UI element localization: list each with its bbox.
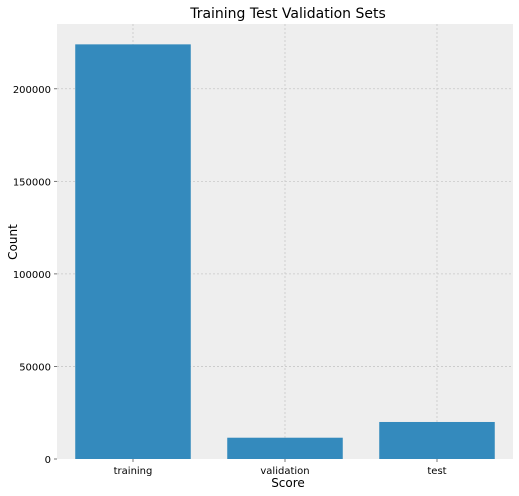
y-tick-label: 200000	[13, 85, 51, 96]
x-tick-label-test: test	[427, 466, 446, 477]
x-axis-label: Score	[271, 476, 305, 490]
x-axis-ticks: training validation test	[114, 459, 447, 477]
bar-training	[75, 44, 191, 460]
y-axis-ticks: 0 50000 100000 150000 200000	[13, 85, 57, 466]
y-tick-label: 0	[45, 455, 51, 466]
bar-validation	[227, 437, 343, 459]
y-tick-label: 50000	[19, 362, 51, 373]
x-tick-label-validation: validation	[260, 466, 309, 477]
bar-test	[379, 421, 495, 459]
chart-title: Training Test Validation Sets	[189, 6, 386, 22]
y-tick-label: 100000	[13, 270, 51, 281]
bars	[75, 44, 495, 460]
x-tick-label-training: training	[114, 466, 153, 477]
y-tick-label: 150000	[13, 177, 51, 188]
y-axis-label: Count	[6, 224, 20, 260]
